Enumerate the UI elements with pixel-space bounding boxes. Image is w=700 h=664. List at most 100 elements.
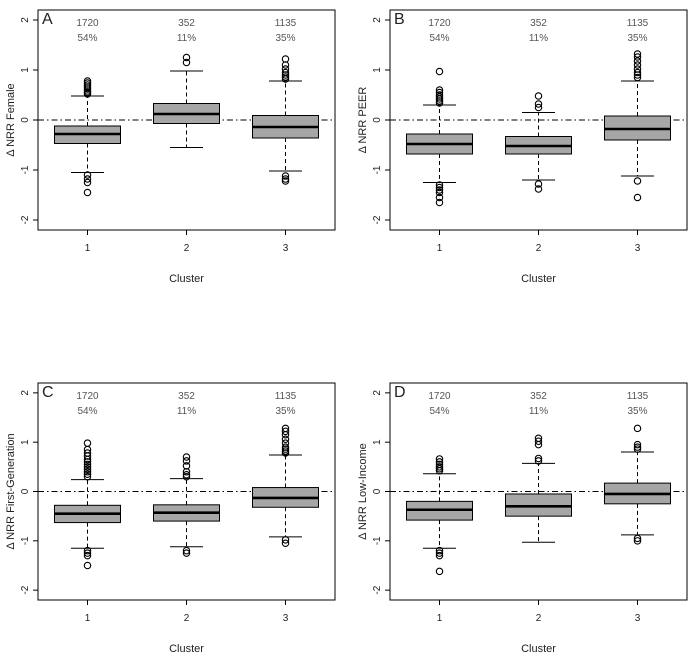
cluster-count-label: 1720 [428, 18, 451, 29]
outlier-point [435, 546, 444, 555]
x-tick-label: 2 [184, 243, 190, 254]
outlier-point [534, 100, 543, 108]
outlier-point [435, 198, 444, 207]
cluster-count-label: 352 [530, 391, 547, 402]
cluster-percent-label: 35% [275, 33, 295, 44]
outlier-point [633, 424, 642, 433]
outlier-point [83, 468, 92, 476]
outlier-point [83, 551, 92, 560]
y-tick-label: 2 [20, 390, 31, 396]
x-axis-title: Cluster [169, 273, 204, 285]
outlier-point [633, 65, 642, 73]
outlier-point [83, 460, 92, 469]
outlier-point [281, 439, 290, 447]
outlier-point [435, 181, 444, 189]
y-axis-title: Δ NRR First-Generation [5, 433, 17, 549]
outlier-point [435, 193, 444, 202]
outlier-point [182, 546, 191, 555]
cluster-count-label: 1720 [428, 391, 451, 402]
boxplot-cluster-3 [252, 55, 319, 185]
cluster-percent-label: 35% [627, 406, 647, 417]
y-tick-label: 2 [372, 17, 383, 23]
x-tick-label: 2 [184, 613, 190, 624]
boxplot-cluster-2 [505, 434, 572, 543]
y-axis-title: Δ NRR Female [5, 83, 17, 156]
cluster-percent-label: 11% [177, 406, 196, 417]
outlier-point [435, 67, 444, 76]
boxplot-cluster-3 [604, 424, 671, 545]
x-tick-label: 1 [85, 243, 91, 254]
x-tick-label: 1 [437, 613, 443, 624]
outlier-point [281, 447, 290, 455]
outlier-point [633, 443, 642, 451]
y-tick-label: 0 [372, 117, 383, 123]
cluster-count-label: 1135 [275, 18, 297, 29]
outlier-point [435, 567, 444, 576]
outlier-point [281, 443, 290, 451]
outlier-point [633, 53, 642, 61]
outlier-point [633, 537, 642, 545]
x-tick-label: 1 [437, 243, 443, 254]
y-tick-label: 0 [372, 488, 383, 494]
outlier-point [435, 460, 444, 469]
outlier-point [534, 457, 543, 465]
outlier-point [633, 73, 642, 82]
outlier-point [633, 57, 642, 65]
outlier-point [182, 470, 191, 479]
outlier-point [435, 463, 444, 471]
outlier-point [633, 440, 642, 449]
x-axis-title: Cluster [521, 643, 556, 655]
outlier-point [435, 88, 444, 97]
outlier-point [281, 427, 290, 436]
outlier-point [534, 103, 543, 112]
outlier-point [83, 77, 92, 85]
cluster-count-label: 352 [178, 391, 195, 402]
y-tick-label: 0 [20, 488, 31, 494]
outlier-point [281, 61, 290, 69]
cluster-count-label: 352 [530, 18, 547, 29]
outlier-point [633, 445, 642, 453]
outlier-point [182, 53, 191, 62]
outlier-point [281, 536, 290, 544]
boxplot-cluster-2 [153, 453, 220, 557]
outlier-point [83, 463, 92, 471]
outlier-point [534, 92, 543, 100]
cluster-percent-label: 11% [529, 33, 548, 44]
outlier-point [435, 455, 444, 463]
outlier-point [281, 175, 290, 183]
boxplot-cluster-1 [54, 77, 121, 197]
x-tick-label: 3 [635, 243, 641, 254]
outlier-point [83, 449, 92, 457]
boxplot-cluster-3 [252, 424, 319, 548]
boxplot-cluster-1 [406, 455, 473, 576]
outlier-point [281, 172, 290, 180]
cluster-percent-label: 54% [429, 33, 449, 44]
y-tick-label: -1 [372, 536, 383, 545]
cluster-count-label: 1135 [275, 391, 297, 402]
outlier-point [633, 193, 642, 202]
cluster-percent-label: 35% [275, 406, 295, 417]
x-tick-label: 3 [283, 613, 289, 624]
outlier-point [83, 561, 92, 570]
outlier-point [435, 188, 444, 197]
outlier-point [182, 453, 191, 461]
outlier-point [83, 472, 92, 481]
cluster-percent-label: 54% [77, 33, 97, 44]
cluster-percent-label: 54% [77, 406, 97, 417]
y-axis-title: Δ NRR Low-Income [357, 443, 369, 540]
y-tick-label: -1 [20, 165, 31, 174]
outlier-point [281, 435, 290, 443]
cluster-percent-label: 35% [627, 33, 647, 44]
y-tick-label: -2 [372, 585, 383, 594]
x-tick-label: 3 [283, 243, 289, 254]
outlier-point [83, 178, 92, 187]
y-tick-label: 0 [20, 117, 31, 123]
outlier-point [281, 424, 290, 433]
outlier-point [281, 73, 290, 81]
x-axis-title: Cluster [169, 643, 204, 655]
outlier-point [182, 472, 191, 481]
y-tick-label: 1 [372, 439, 383, 445]
chart-panel-a: A -2 -1 0 1 2 Δ NRR Female 1 2 3 Cluster 1720 54% 352… [5, 9, 336, 285]
x-axis-title: Cluster [521, 273, 556, 285]
cluster-count-label: 1135 [627, 391, 649, 402]
